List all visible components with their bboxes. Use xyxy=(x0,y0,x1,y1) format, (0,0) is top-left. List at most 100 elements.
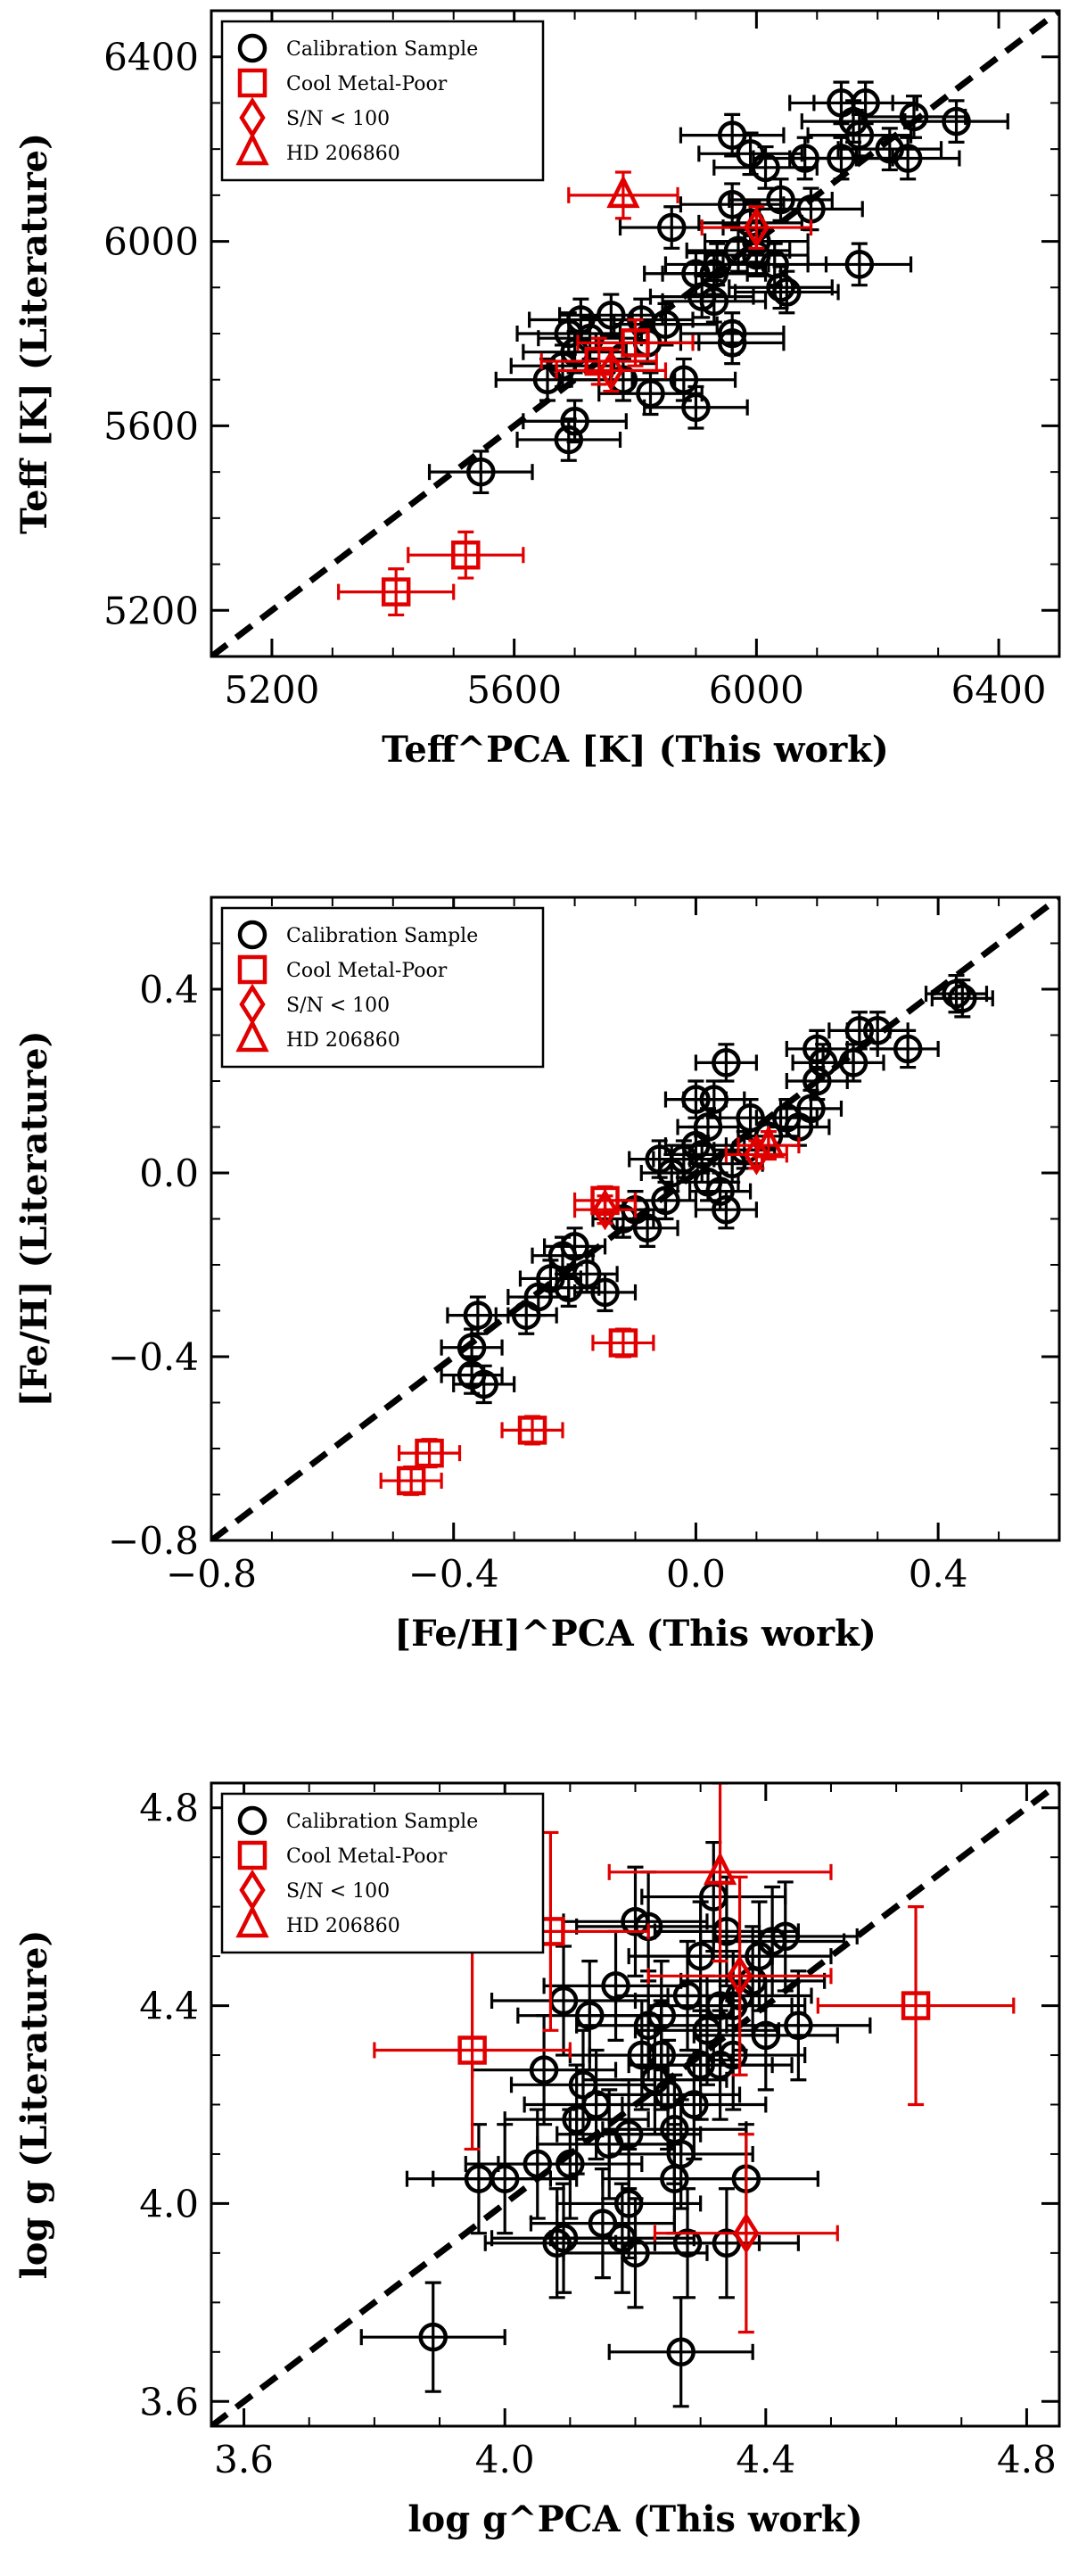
data-point xyxy=(543,1226,607,1267)
data-point xyxy=(679,311,786,356)
ticks xyxy=(211,1783,1059,2426)
plot-area xyxy=(211,1783,1059,2426)
marker-circle xyxy=(457,1360,487,1390)
marker-square xyxy=(396,1466,426,1496)
marker-circle xyxy=(705,2050,735,2080)
marker-circle xyxy=(942,106,971,136)
data-point xyxy=(567,170,679,220)
legend-label: Calibration Sample xyxy=(286,38,478,61)
data-point xyxy=(648,274,755,319)
data-point xyxy=(432,2123,579,2235)
marker-circle xyxy=(657,212,687,243)
series-calibration-sample xyxy=(359,1840,872,2408)
marker-triangle xyxy=(606,174,640,209)
marker-diamond xyxy=(743,1134,770,1176)
marker-circle xyxy=(718,1991,748,2020)
marker-circle xyxy=(666,2337,696,2367)
legend-item: HD 206860 xyxy=(235,1903,400,1938)
data-point xyxy=(694,1189,758,1230)
marker-circle xyxy=(613,2119,644,2150)
legend-marker-square xyxy=(237,954,268,985)
y-tick-label: 4.0 xyxy=(139,2182,199,2225)
data-point xyxy=(500,1415,564,1446)
marker-circle xyxy=(646,2040,677,2070)
marker-diamond xyxy=(597,350,624,392)
marker-circle xyxy=(766,185,795,215)
chart-panel-2: −0.8 −0.4 0.0 0.4 −0.8 −0.4 0.0 0.4 [Fe/H]^PCA (… xyxy=(13,896,1061,1655)
marker-circle xyxy=(699,259,729,289)
marker-circle xyxy=(651,310,680,339)
data-point xyxy=(613,301,719,347)
marker-circle xyxy=(712,1194,741,1225)
y-tick-label: 5600 xyxy=(103,404,199,448)
series-cool-metal-poor xyxy=(337,318,695,617)
data-point xyxy=(440,1355,504,1395)
marker-diamond xyxy=(591,1188,619,1231)
legend-marker-square xyxy=(237,1840,268,1870)
legend-item: HD 206860 xyxy=(235,1018,400,1053)
data-point xyxy=(607,2296,754,2408)
data-point xyxy=(627,1900,774,2012)
legend-box xyxy=(220,20,545,182)
y-tick-label: 4.4 xyxy=(139,1985,199,2028)
data-point xyxy=(876,1028,940,1069)
legend-item: Cool Metal-Poor xyxy=(237,1840,448,1870)
data-point xyxy=(539,336,658,386)
marker-circle xyxy=(613,2189,644,2218)
marker-circle xyxy=(632,1213,663,1243)
marker-circle xyxy=(562,2104,591,2134)
x-tick-label: 0.0 xyxy=(666,1552,726,1596)
marker-circle xyxy=(736,1102,765,1133)
x-tick-label: −0.4 xyxy=(408,1552,499,1596)
legend-item: Cool Metal-Poor xyxy=(237,68,448,98)
data-point xyxy=(816,1905,1016,2107)
marker-square xyxy=(457,2035,487,2065)
y-tick-label: 5200 xyxy=(103,589,199,632)
legend-label: HD 206860 xyxy=(286,1029,400,1052)
marker-circle xyxy=(766,273,795,302)
legend-item: Calibration Sample xyxy=(237,1805,478,1836)
marker-circle xyxy=(687,282,717,311)
marker-diamond xyxy=(743,206,770,249)
legend-label: Cool Metal-Poor xyxy=(286,1845,448,1868)
marker-circle xyxy=(466,457,496,487)
marker-circle xyxy=(693,1112,723,1142)
data-point xyxy=(588,1999,735,2111)
data-point xyxy=(700,205,813,250)
marker-circle xyxy=(948,984,977,1013)
legend-item: HD 206860 xyxy=(235,131,400,166)
x-axis-label: log g^PCA (This work) xyxy=(407,2498,862,2540)
marker-triangle xyxy=(703,1851,737,1886)
data-point xyxy=(653,1875,800,1987)
marker-circle xyxy=(802,1034,832,1064)
marker-square xyxy=(517,1416,547,1445)
marker-circle xyxy=(712,1048,741,1077)
marker-circle xyxy=(717,189,747,219)
plot-area xyxy=(211,897,1059,1540)
y-axis-label: log g (Literature) xyxy=(13,1930,55,2280)
legend: Calibration Sample Cool Metal-Poor S/N < 1… xyxy=(220,906,545,1069)
data-point xyxy=(556,2078,703,2191)
marker-circle xyxy=(751,2020,781,2051)
marker-circle xyxy=(784,2010,813,2041)
data-point xyxy=(679,182,786,227)
legend-item: S/N < 100 xyxy=(239,96,390,139)
x-tick-label: 3.6 xyxy=(214,2438,274,2481)
series-s-n-100 xyxy=(646,1875,839,2334)
y-tick-label: −0.4 xyxy=(108,1335,199,1379)
legend-marker-triangle xyxy=(235,131,269,166)
legend-label: HD 206860 xyxy=(286,1915,400,1937)
data-point xyxy=(663,1079,728,1119)
data-point xyxy=(407,530,525,580)
chart-panel-3: 3.6 4.0 4.4 4.8 3.6 4.0 4.4 4.8 log g^PCA (This … xyxy=(13,1781,1061,2540)
legend-marker-triangle xyxy=(235,1903,269,1938)
ticks xyxy=(210,10,1060,657)
data-point xyxy=(733,269,840,315)
marker-circle xyxy=(717,120,747,150)
data-point xyxy=(471,2014,618,2126)
marker-diamond xyxy=(733,2212,760,2254)
marker-circle xyxy=(621,2238,650,2268)
series-s-n-100 xyxy=(555,205,813,393)
data-point xyxy=(643,384,749,430)
marker-circle xyxy=(660,2114,689,2144)
